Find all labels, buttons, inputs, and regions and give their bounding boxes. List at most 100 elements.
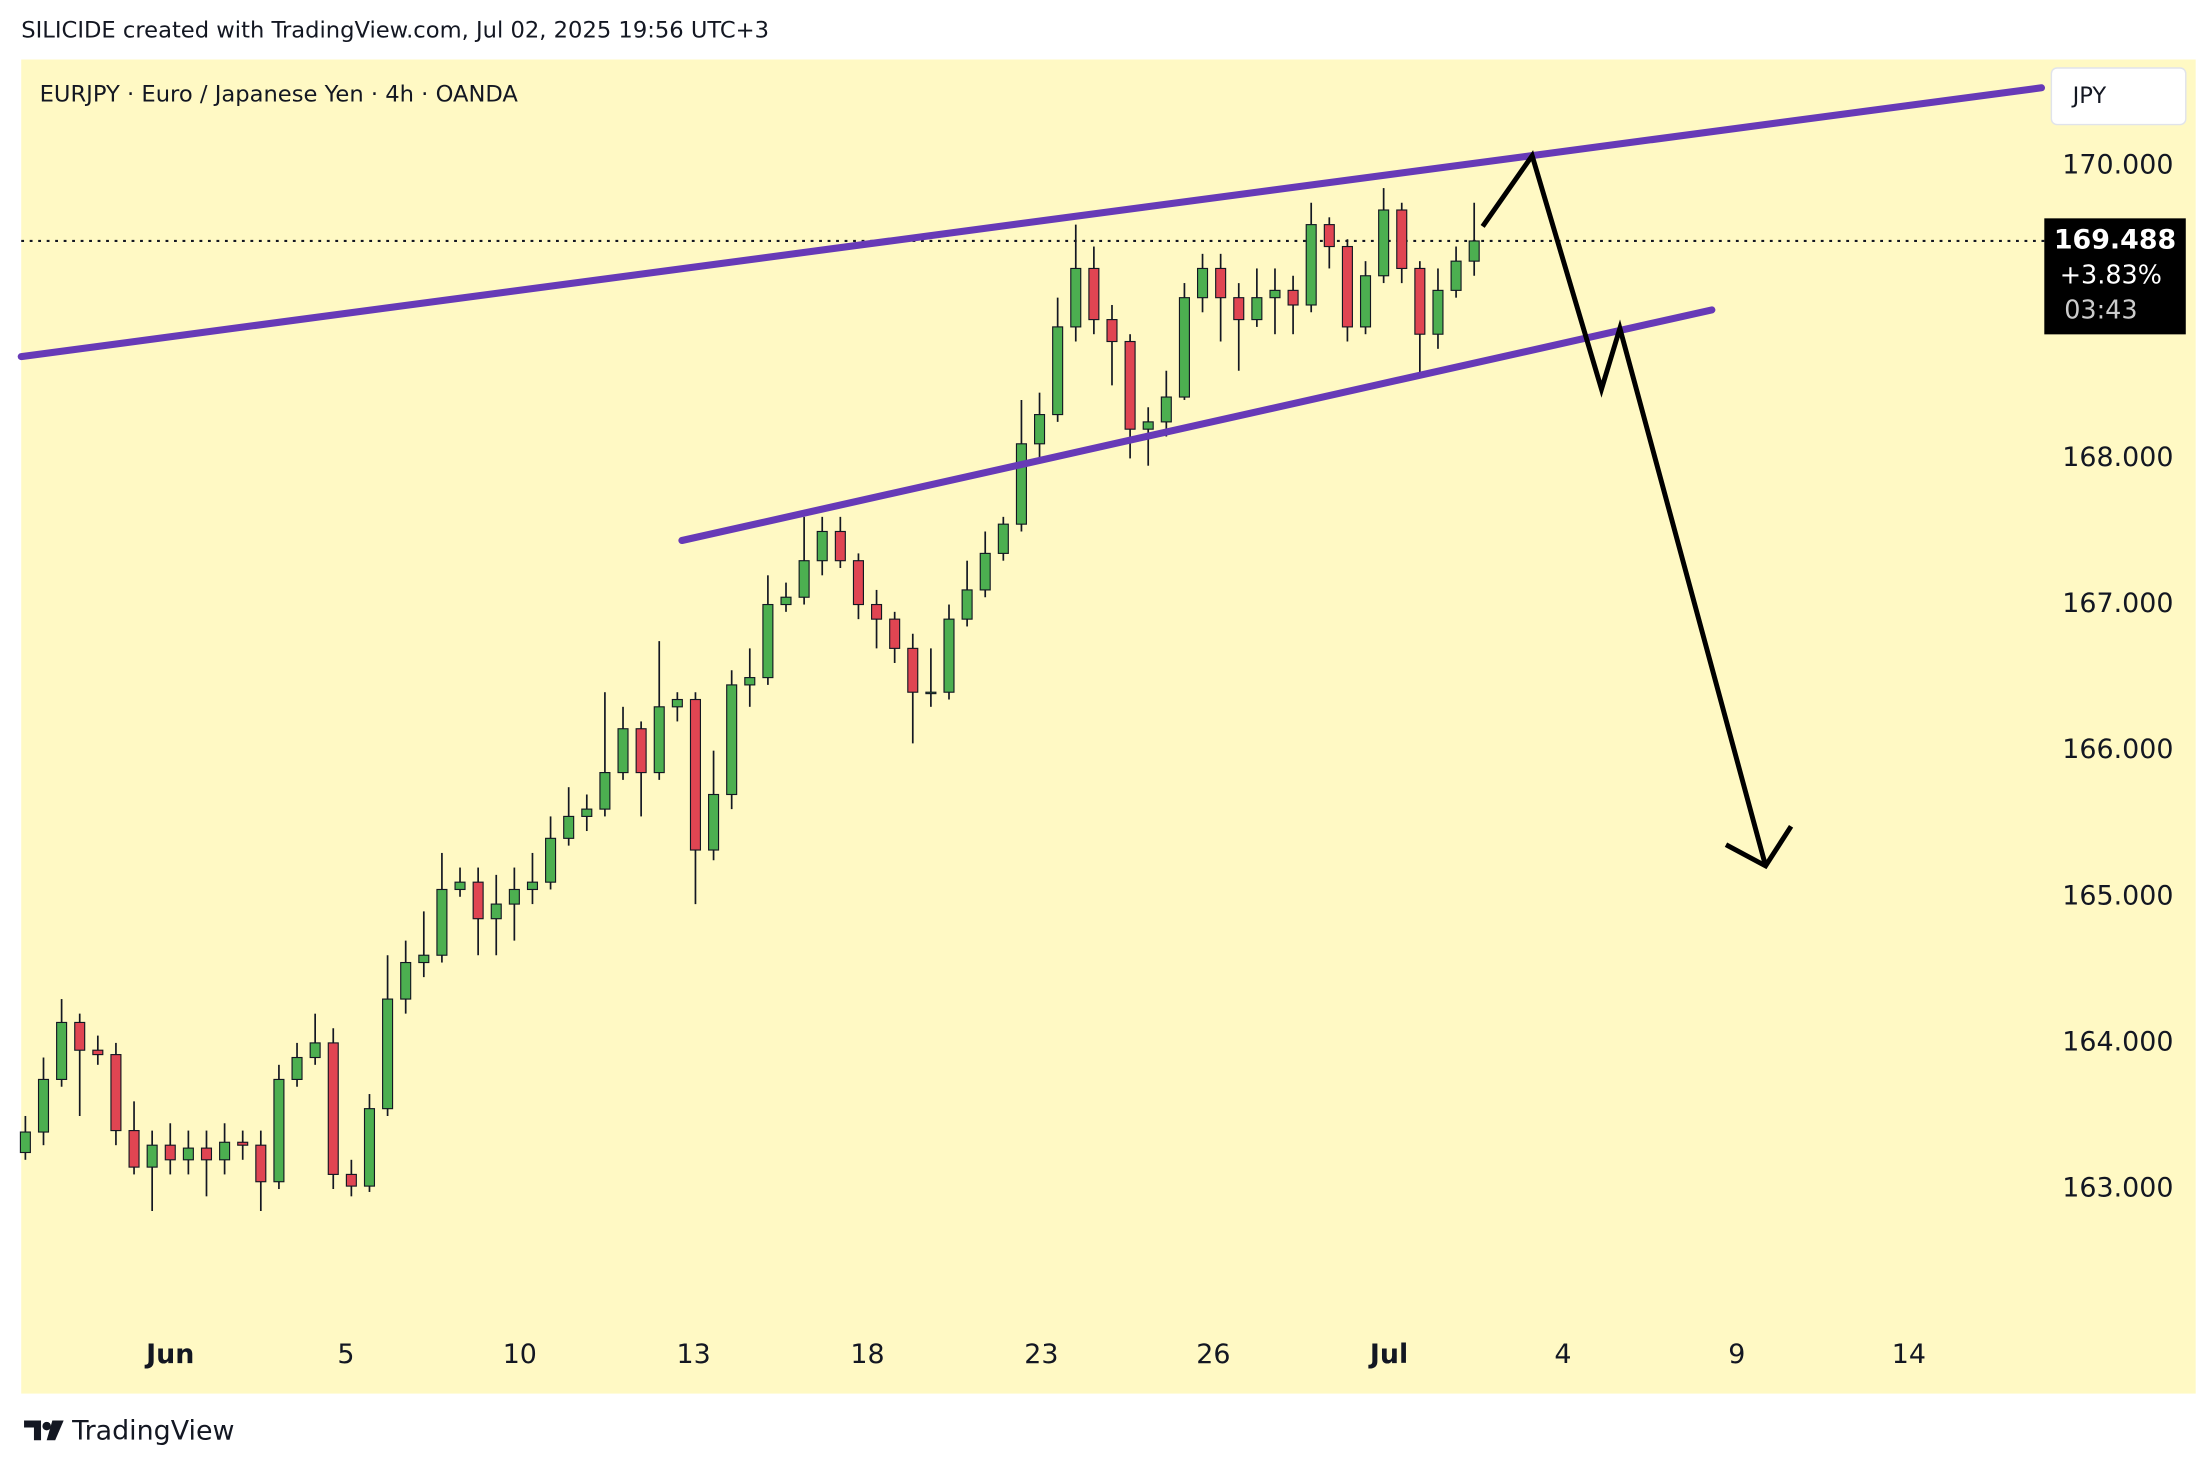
last-price: 169.488 bbox=[2054, 224, 2176, 255]
candle-body bbox=[1341, 245, 1353, 328]
candle-body bbox=[1088, 267, 1100, 321]
candle-body bbox=[490, 903, 502, 920]
marks bbox=[19, 188, 2045, 1211]
currency-label[interactable]: JPY bbox=[2071, 83, 2107, 109]
candle-body bbox=[635, 728, 647, 774]
candle-body bbox=[726, 684, 738, 796]
candle-body bbox=[164, 1144, 176, 1161]
candle-body bbox=[345, 1173, 357, 1187]
x-tick-label: 9 bbox=[1728, 1339, 1745, 1370]
candle-body bbox=[508, 888, 520, 905]
candle-body bbox=[128, 1130, 140, 1168]
candle-body bbox=[1251, 297, 1263, 321]
candle-body bbox=[219, 1141, 231, 1161]
candle-body bbox=[671, 698, 683, 708]
candle-body bbox=[889, 618, 901, 649]
x-tick-label: 18 bbox=[850, 1339, 884, 1370]
candle-body bbox=[816, 530, 828, 562]
candle-body bbox=[1396, 209, 1408, 270]
attribution: SILICIDE created with TradingView.com, J… bbox=[21, 18, 769, 44]
upper-trendline bbox=[17, 84, 2046, 361]
x-tick-label: 4 bbox=[1554, 1339, 1571, 1370]
candle-body bbox=[382, 998, 394, 1110]
candle-body bbox=[182, 1147, 194, 1161]
x-tick-label: 5 bbox=[337, 1339, 354, 1370]
candle-body bbox=[74, 1021, 86, 1051]
candle-body bbox=[1468, 240, 1480, 262]
candle-body bbox=[1450, 260, 1462, 291]
candle-body bbox=[526, 881, 539, 891]
candle-body bbox=[762, 603, 774, 679]
candle-body bbox=[925, 691, 937, 695]
price-box-bg bbox=[2044, 218, 2186, 335]
candle-body bbox=[1034, 414, 1046, 445]
candle-body bbox=[1015, 443, 1027, 525]
candle-body bbox=[436, 888, 448, 956]
candle-body bbox=[653, 706, 665, 774]
candle-body bbox=[563, 815, 575, 839]
candle-body bbox=[617, 728, 629, 774]
candle-body bbox=[19, 1131, 31, 1154]
countdown: 03:43 bbox=[2064, 296, 2137, 326]
plot-background bbox=[21, 59, 2196, 1394]
candle-body bbox=[56, 1021, 68, 1081]
candle-body bbox=[979, 552, 991, 591]
candle-body bbox=[943, 618, 955, 693]
candle-body bbox=[146, 1144, 158, 1168]
candle-body bbox=[1106, 319, 1118, 343]
candle-body bbox=[92, 1049, 104, 1056]
candle-body bbox=[1215, 267, 1227, 299]
projection-arrow bbox=[1480, 150, 1768, 867]
candle-body bbox=[291, 1056, 303, 1081]
y-tick-label: 163.000 bbox=[2062, 1173, 2173, 1204]
candle-body bbox=[309, 1042, 321, 1059]
candle-body bbox=[834, 530, 846, 562]
y-tick-label: 168.000 bbox=[2062, 442, 2173, 473]
y-tick-label: 170.000 bbox=[2062, 150, 2173, 181]
candle-body bbox=[1233, 297, 1245, 321]
candle-body bbox=[454, 881, 466, 891]
candle-body bbox=[1160, 396, 1172, 423]
candle-body bbox=[1269, 289, 1281, 299]
price-change: +3.83% bbox=[2060, 260, 2162, 290]
candle-body bbox=[744, 677, 756, 686]
candle-body bbox=[1070, 267, 1082, 328]
y-tick-label: 165.000 bbox=[2062, 880, 2173, 911]
candle-body bbox=[961, 589, 973, 620]
x-tick-label: Jul bbox=[1368, 1339, 1408, 1370]
candle-body bbox=[1432, 289, 1444, 335]
currency-box[interactable] bbox=[2050, 67, 2187, 126]
candle-body bbox=[472, 881, 484, 920]
candle-body bbox=[1052, 326, 1064, 416]
candle-body bbox=[1196, 267, 1209, 299]
symbol-title: EURJPY · Euro / Japanese Yen · 4h · OAND… bbox=[40, 81, 519, 107]
candle-body bbox=[1305, 224, 1317, 306]
x-tick-label: 14 bbox=[1892, 1339, 1926, 1370]
candle-body bbox=[1287, 289, 1299, 306]
candle-body bbox=[418, 954, 430, 964]
y-tick-label: 167.000 bbox=[2062, 588, 2173, 619]
candle-body bbox=[852, 560, 864, 606]
arrow-head bbox=[1724, 824, 1794, 870]
logo-shape bbox=[24, 1420, 42, 1441]
candle-body bbox=[1124, 340, 1136, 430]
x-tick-label: 13 bbox=[677, 1339, 711, 1370]
candle-body bbox=[1359, 275, 1372, 328]
candle-body bbox=[1323, 224, 1335, 248]
candle-body bbox=[581, 808, 593, 817]
y-tick-label: 164.000 bbox=[2062, 1026, 2173, 1057]
candle-body bbox=[255, 1144, 267, 1183]
candle-body bbox=[545, 837, 557, 883]
candle-body bbox=[997, 523, 1009, 554]
candle-body bbox=[1178, 297, 1190, 398]
x-tick-label: 26 bbox=[1196, 1339, 1230, 1370]
x-tick-label: Jun bbox=[144, 1339, 194, 1370]
candle-body bbox=[907, 647, 919, 693]
candle-body bbox=[327, 1042, 339, 1175]
candle-body bbox=[1414, 267, 1426, 335]
candle-body bbox=[1142, 421, 1154, 430]
lower-trendline bbox=[678, 306, 1716, 545]
candle-body bbox=[237, 1141, 249, 1146]
x-tick-label: 10 bbox=[503, 1339, 537, 1370]
